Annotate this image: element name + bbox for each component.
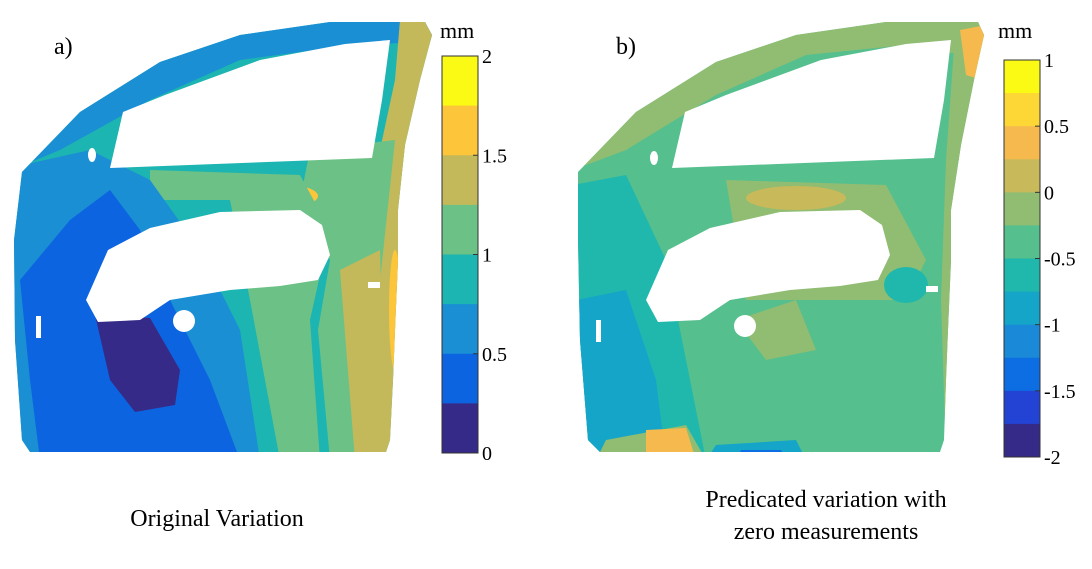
handle-opening-a [86,210,330,322]
window-opening-b [672,40,951,168]
hole-b [734,315,756,337]
colorbar-segment [1004,93,1040,127]
colorbar-segment [1004,324,1040,359]
door-contour-map-b: mm 1 0.5 0 -0.5 -1 -1.5 -2 [578,18,1076,469]
door-contour-map-a: mm 2 1.5 1 0.5 0 [14,18,507,465]
colorbar-segment [442,304,478,355]
colorbar-segment [1004,192,1040,226]
panel-a: a) [14,18,507,532]
handle-opening-b [646,210,890,322]
colorbar-segment [442,56,478,107]
colorbar-unit-b: mm [998,18,1032,43]
colorbar-segment [1004,258,1040,293]
colorbar-tick-label: 0 [482,443,492,465]
colorbar-b [1003,59,1041,458]
caption-b-line-2: zero measurements [733,519,919,545]
colorbar-tick-label: 2 [482,46,492,68]
colorbar-segment [442,155,478,206]
colorbar-tick-label: 0.5 [1044,116,1069,138]
colorbar-tick-label: 1.5 [482,145,507,167]
colorbar-tick-label: -1 [1044,315,1061,337]
colorbar-ticks-a: 2 1.5 1 0.5 0 [473,46,507,465]
hole-a [173,310,195,332]
colorbar-segment [1004,291,1040,326]
colorbar-segment [1004,159,1040,193]
panel-b: b) mm 1 0.5 0 [546,0,1092,569]
colorbar-segment [1004,60,1040,94]
colorbar-tick-label: 0 [1044,182,1054,204]
colorbar-segment [442,105,478,156]
colorbar-tick-label: 0.5 [482,344,507,366]
colorbar-tick-label: -1.5 [1044,381,1076,403]
colorbar-segment [442,403,478,454]
colorbar-unit-a: mm [440,18,474,43]
colorbar-segment [1004,225,1040,259]
colorbar-segment [442,254,478,305]
colorbar-a [441,55,479,454]
colorbar-tick-label: 1 [1044,50,1054,72]
panel-letter-a: a) [54,34,73,60]
caption-b: Predicated variation with zero measureme… [616,484,1036,548]
colorbar-ticks-b: 1 0.5 0 -0.5 -1 -1.5 -2 [1035,50,1076,469]
colorbar-segment [1004,357,1040,392]
colorbar-segment [1004,390,1040,425]
colorbar-segment [442,204,478,255]
colorbar-tick-label: -0.5 [1044,249,1076,271]
panel-letter-b: b) [616,34,636,60]
caption-b-line-1: Predicated variation with [705,487,947,513]
window-opening-a [110,40,390,168]
colorbar-tick-label: 1 [482,245,492,267]
colorbar-tick-label: -2 [1044,447,1061,469]
caption-a: Original Variation [130,506,304,532]
colorbar-segment [1004,126,1040,160]
colorbar-segment [1004,423,1040,458]
colorbar-segment [442,353,478,404]
